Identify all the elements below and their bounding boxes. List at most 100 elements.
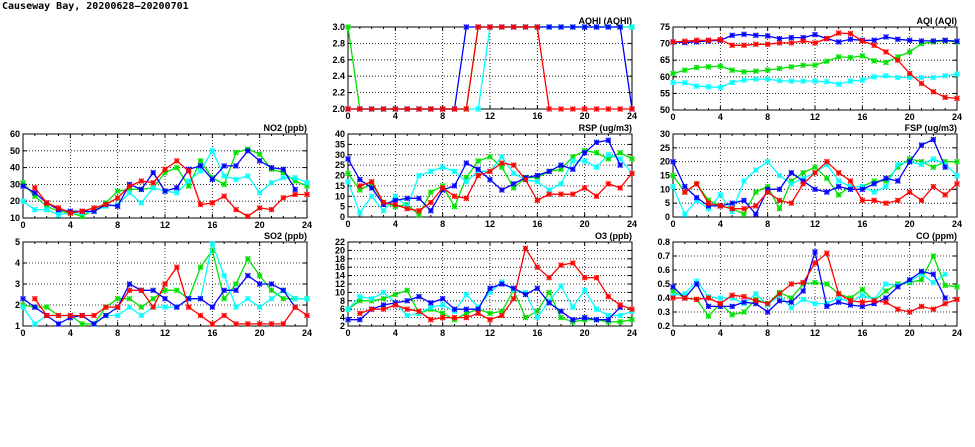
marker-star [209, 200, 216, 206]
data-point-cyan [31, 321, 38, 327]
x-tick-label: 8 [440, 111, 445, 121]
marker-star [764, 76, 771, 82]
marker-star [629, 306, 635, 313]
marker-star [752, 167, 759, 173]
data-point-cyan [356, 209, 363, 216]
y-tick-label: 20 [335, 245, 345, 255]
data-point-red [894, 197, 901, 204]
marker-star [416, 106, 422, 112]
data-point-red [392, 106, 399, 112]
x-tick-label: 4 [718, 328, 723, 338]
data-point-red [670, 295, 676, 301]
marker-star [546, 191, 553, 198]
marker-star [906, 70, 913, 77]
data-point-blue [368, 185, 375, 191]
series-red [681, 158, 960, 212]
marker-star [126, 189, 133, 196]
data-point-red [522, 176, 529, 183]
marker-star [20, 304, 26, 310]
data-point-blue [197, 163, 204, 169]
marker-star [304, 191, 310, 198]
marker-star [185, 295, 192, 302]
marker-star [883, 72, 889, 79]
data-point-blue [356, 316, 363, 323]
marker-star [729, 292, 736, 299]
marker-star [475, 106, 482, 112]
data-point-red [197, 201, 204, 208]
marker-star [292, 191, 299, 198]
data-point-green [617, 318, 624, 325]
marker-star [871, 297, 878, 304]
data-point-red [79, 208, 86, 215]
y-tick-label: 20 [660, 157, 670, 167]
marker-star [558, 166, 564, 173]
marker-star [569, 260, 576, 266]
data-point-blue [510, 180, 517, 187]
data-point-green [764, 67, 771, 74]
marker-star [439, 164, 446, 171]
data-point-cyan [20, 304, 26, 310]
marker-star [569, 191, 576, 198]
data-point-red [244, 321, 251, 327]
data-point-red [605, 293, 612, 300]
marker-star [930, 164, 937, 171]
data-point-red [729, 42, 736, 49]
data-point-red [883, 49, 889, 55]
data-point-cyan [558, 180, 564, 187]
marker-star [894, 54, 901, 60]
marker-star [534, 264, 541, 271]
data-point-red [368, 306, 375, 313]
marker-star [812, 164, 818, 171]
marker-star [102, 201, 109, 208]
data-point-red [764, 41, 771, 48]
data-point-green [221, 181, 228, 188]
marker-star [558, 180, 564, 187]
marker-star [392, 201, 399, 208]
data-point-green [268, 287, 275, 294]
marker-star [812, 300, 818, 307]
x-tick-label: 12 [485, 328, 495, 338]
marker-star [451, 193, 458, 200]
data-point-blue [918, 268, 925, 275]
data-point-red [292, 191, 299, 198]
data-point-cyan [345, 178, 351, 185]
marker-star [91, 312, 97, 319]
marker-star [835, 299, 842, 306]
marker-star [510, 24, 517, 30]
x-tick-label: 4 [68, 220, 73, 230]
marker-star [510, 295, 517, 302]
data-point-blue [705, 203, 712, 209]
data-point-green [883, 59, 889, 66]
data-point-red [741, 293, 747, 300]
marker-star [764, 186, 771, 193]
marker-star [930, 279, 937, 286]
data-point-red [510, 295, 517, 302]
data-point-cyan [404, 312, 411, 319]
data-point-green [883, 288, 889, 294]
marker-star [717, 192, 724, 198]
data-point-green [812, 164, 818, 171]
data-point-red [871, 297, 878, 304]
data-point-red [764, 189, 771, 195]
marker-star [835, 81, 842, 87]
chart-title: AQI (AQI) [917, 16, 958, 26]
marker-star [138, 200, 145, 206]
data-point-red [546, 106, 553, 112]
data-point-cyan [256, 304, 263, 310]
data-point-green [717, 63, 724, 70]
data-point-red [800, 279, 807, 286]
data-point-red [498, 160, 505, 166]
data-point-cyan [812, 300, 818, 307]
marker-star [942, 271, 949, 278]
marker-star [629, 170, 635, 177]
data-point-cyan [221, 272, 228, 279]
marker-star [345, 316, 351, 323]
marker-star [498, 160, 505, 166]
marker-star [800, 175, 807, 182]
data-point-green [304, 183, 310, 189]
marker-star [368, 185, 375, 191]
data-point-cyan [304, 179, 310, 186]
data-point-cyan [835, 81, 842, 87]
x-tick-label: 20 [905, 219, 915, 229]
marker-star [197, 168, 204, 174]
